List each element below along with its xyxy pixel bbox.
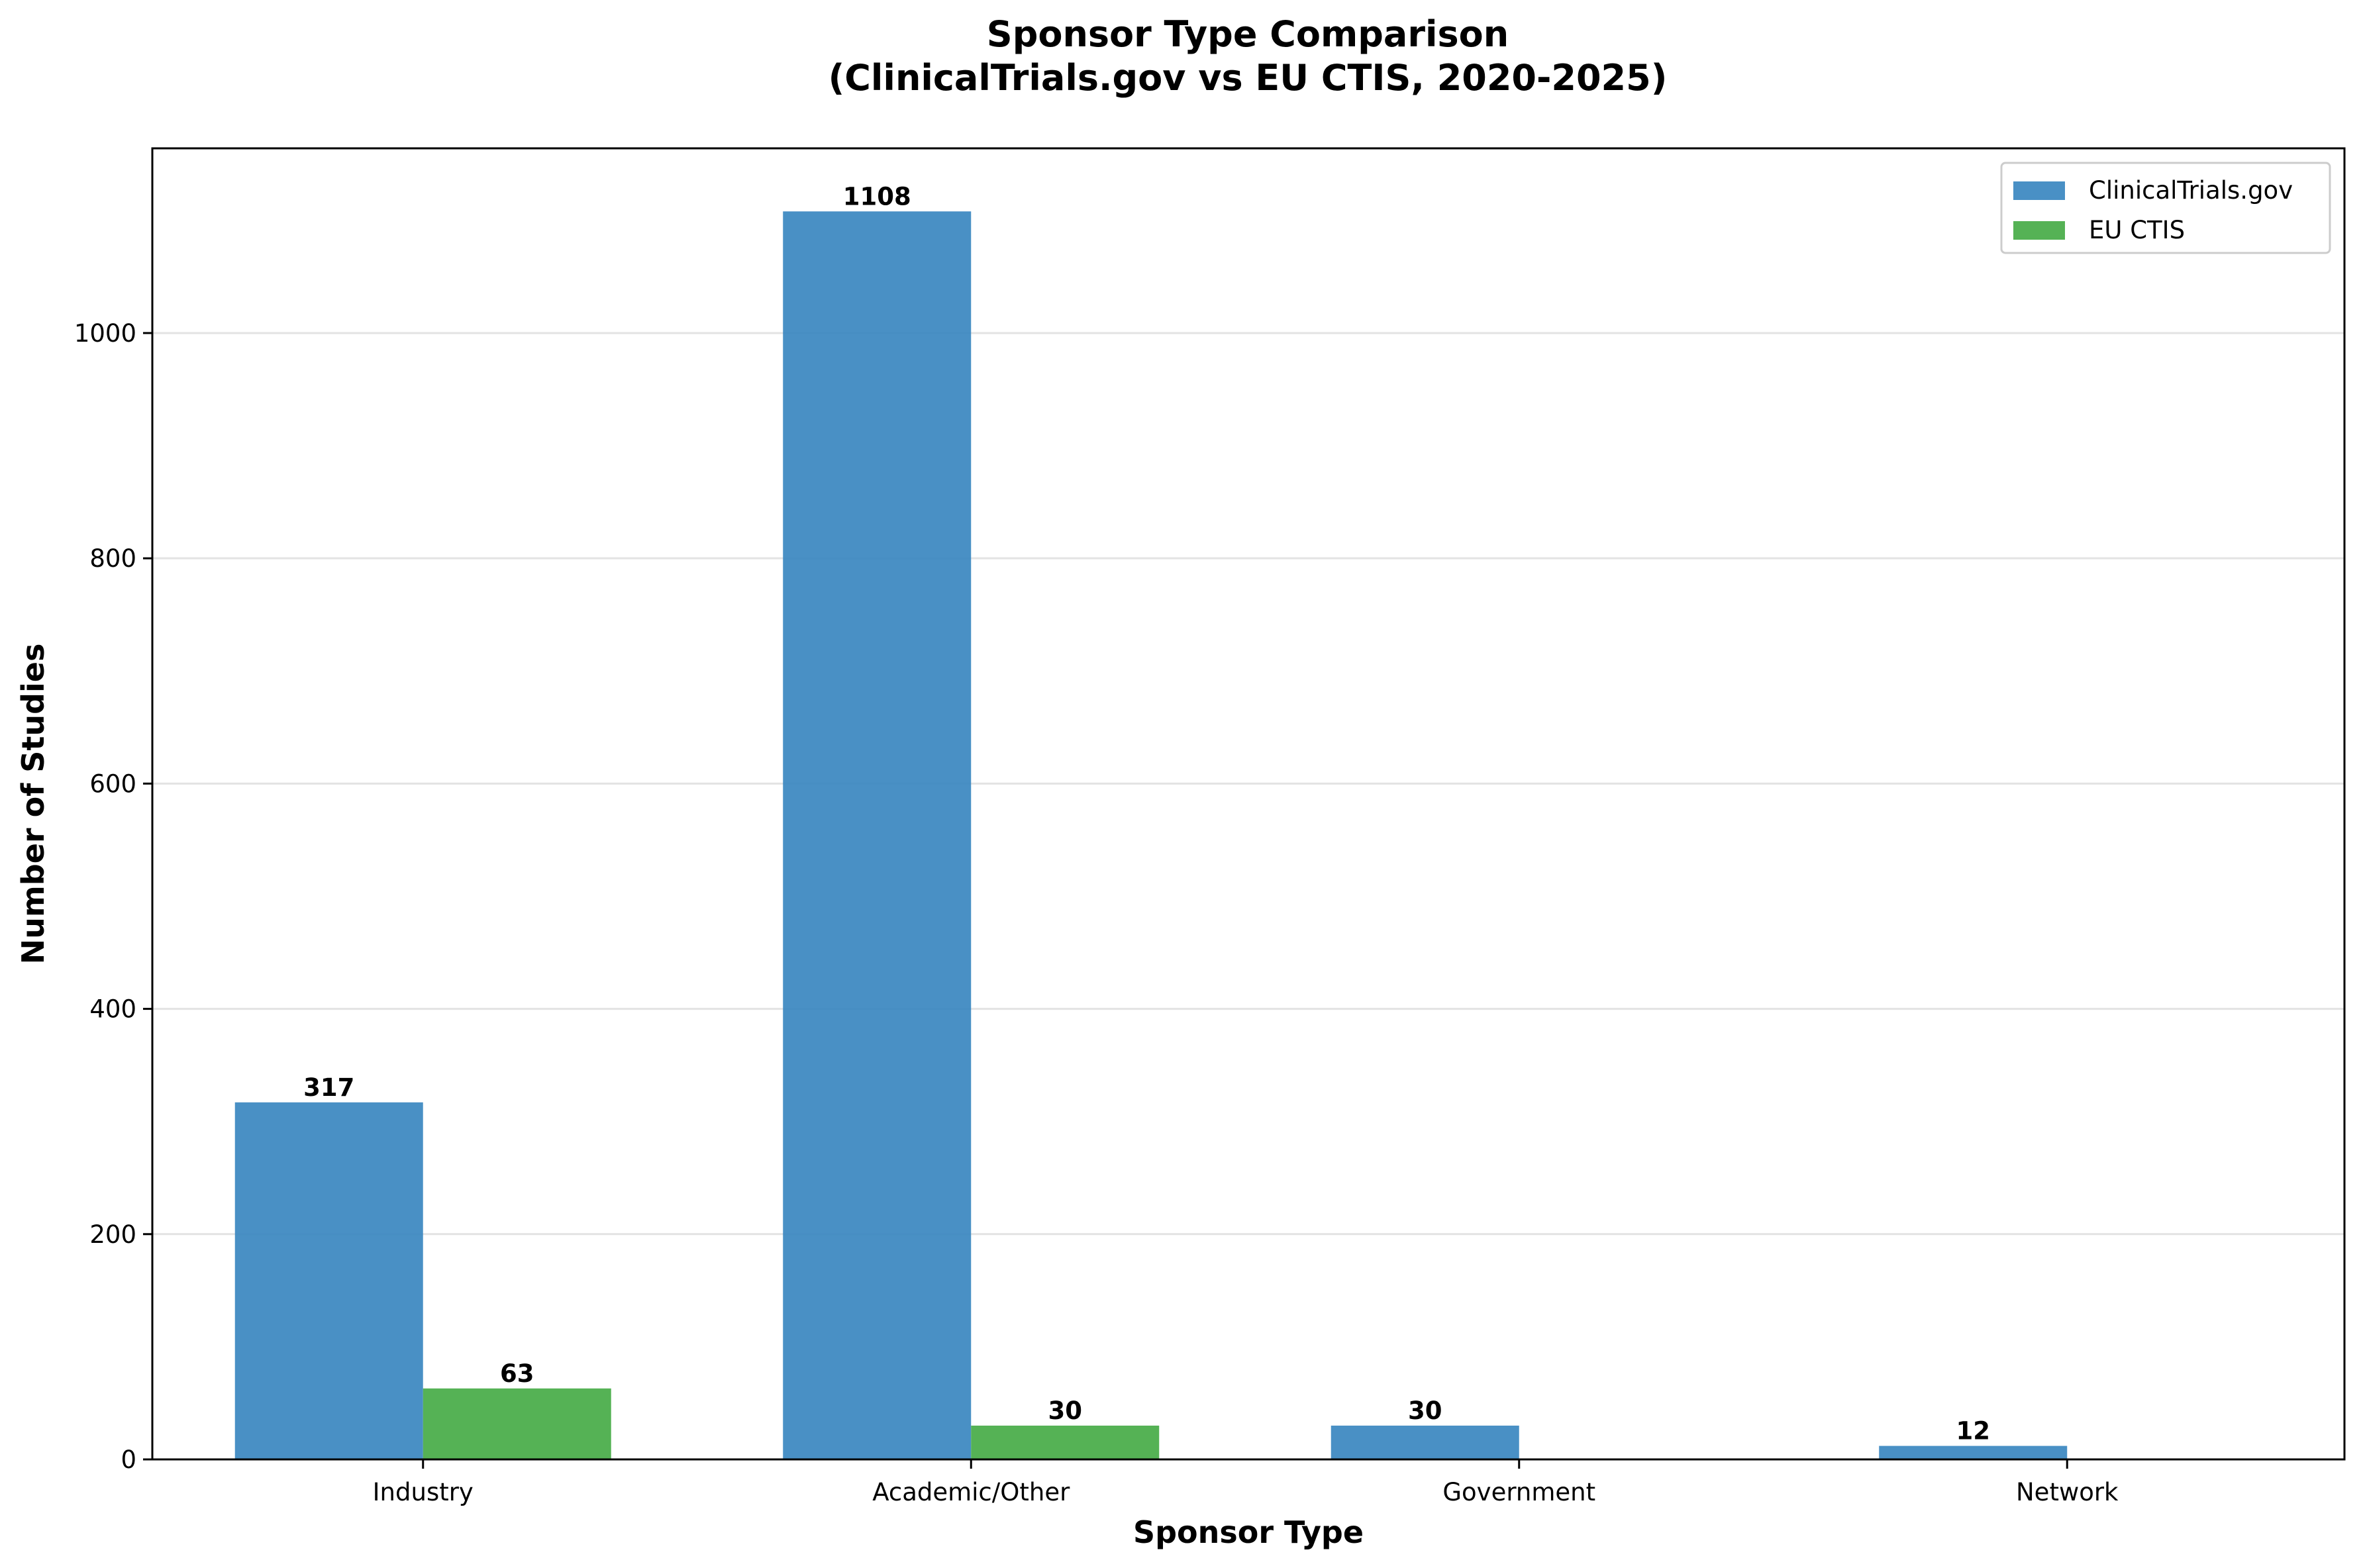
bars: [234, 211, 2068, 1460]
value-label: 30: [1048, 1396, 1083, 1425]
legend: ClinicalTrials.gov EU CTIS: [2000, 162, 2331, 254]
chart-title-line: Sponsor Type Comparison: [987, 13, 1509, 55]
x-tick-label: Network: [2016, 1478, 2119, 1506]
legend-box: [2000, 162, 2331, 254]
y-tick-label: 0: [121, 1446, 136, 1474]
legend-label: ClinicalTrials.gov: [2089, 176, 2293, 205]
grid-lines: [152, 332, 2344, 1236]
value-label: 63: [500, 1359, 534, 1388]
bar-clinicaltrials-gov-government: [1331, 1425, 1519, 1459]
legend-swatch: [2013, 221, 2065, 240]
bar-eu-ctis-academic-other: [971, 1425, 1160, 1459]
chart-title-line: (ClinicalTrials.gov vs EU CTIS, 2020-202…: [829, 57, 1668, 99]
bar-eu-ctis-industry: [423, 1388, 611, 1459]
y-tick-label: 600: [89, 769, 136, 798]
value-label: 30: [1408, 1396, 1442, 1425]
x-axis-label: Sponsor Type: [1133, 1514, 1364, 1550]
y-tick-label: 800: [89, 544, 136, 573]
chart-title: Sponsor Type Comparison (ClinicalTrials.g…: [829, 13, 1668, 99]
bar-clinicaltrials-gov-academic-other: [783, 211, 972, 1460]
legend-label: EU CTIS: [2089, 216, 2185, 244]
value-labels: 317 63 1108 30 30 12: [303, 182, 1990, 1445]
plot-frame: [151, 147, 2346, 1461]
x-tick-label: Government: [1442, 1478, 1595, 1506]
y-tick-label: 400: [89, 995, 136, 1024]
bar-clinicaltrials-gov-network: [1879, 1446, 2068, 1459]
y-axis-label: Number of Studies: [15, 644, 51, 965]
x-tick-label: Academic/Other: [872, 1478, 1070, 1506]
x-tick-label: Industry: [373, 1478, 474, 1506]
x-axis-ticks: Industry Academic/Other Government Network: [373, 1459, 2119, 1506]
y-axis-ticks: 0 200 400 600 800 1000: [74, 319, 152, 1474]
bar-clinicaltrials-gov-industry: [234, 1102, 423, 1459]
y-tick-label: 200: [89, 1220, 136, 1249]
y-tick-label: 1000: [74, 319, 136, 348]
value-label: 12: [1956, 1417, 1991, 1446]
value-label: 317: [303, 1073, 354, 1102]
value-label: 1108: [843, 182, 911, 211]
legend-swatch: [2013, 181, 2065, 200]
